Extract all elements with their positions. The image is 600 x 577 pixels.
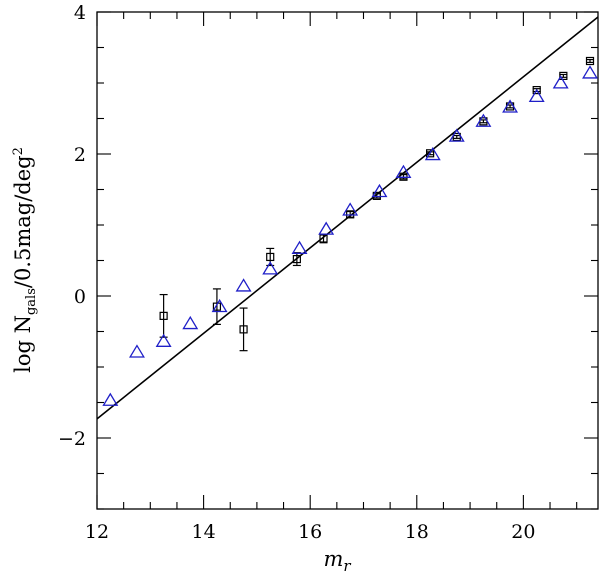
- square-marker: [559, 71, 568, 81]
- triangle-marker: [235, 278, 252, 292]
- y-axis-label-main: log N: [11, 315, 35, 373]
- y-tick-labels: −2 0 2 4: [58, 2, 86, 450]
- triangle-marker: [582, 65, 598, 79]
- x-tick-label: 12: [85, 521, 109, 543]
- triangle-marker: [129, 344, 145, 358]
- square-point: [239, 307, 248, 352]
- triangle-marker: [475, 113, 492, 127]
- x-tick-label: 14: [192, 521, 216, 543]
- square-marker: [212, 302, 222, 311]
- square-marker: [452, 132, 461, 142]
- triangle-marker: [424, 146, 441, 161]
- triangle-marker: [102, 392, 119, 406]
- square-marker: [266, 252, 275, 262]
- x-axis-label: mr: [323, 547, 351, 575]
- x-axis-label-sub: r: [343, 557, 351, 575]
- x-tick-label: 20: [511, 521, 535, 543]
- x-tick-label: 16: [298, 521, 322, 543]
- y-tick-label: 4: [74, 2, 86, 24]
- square-marker: [159, 311, 168, 320]
- triangle-marker: [262, 261, 279, 275]
- triangle-marker: [448, 128, 465, 142]
- y-axis-label-sub: gals: [24, 288, 39, 315]
- x-axis-label-main: m: [323, 547, 343, 571]
- square-marker: [319, 234, 328, 243]
- triangle-marker: [211, 298, 228, 313]
- x-tick-labels: 12 14 16 18 20: [85, 521, 536, 543]
- plot-frame: [96, 11, 599, 510]
- ticks: [96, 11, 598, 510]
- triangle-marker: [342, 202, 359, 216]
- y-axis-label: log Ngals/0.5mag/deg2: [11, 147, 39, 373]
- triangle-marker: [318, 221, 335, 235]
- triangle-marker: [395, 164, 412, 178]
- triangle-marker: [155, 333, 172, 347]
- square-marker: [585, 56, 595, 66]
- square-point: [212, 288, 222, 325]
- square-point: [159, 293, 168, 338]
- square-marker: [426, 149, 435, 158]
- x-tick-label: 18: [405, 521, 429, 543]
- y-tick-label: 0: [74, 286, 86, 308]
- y-axis-label-sup: 2: [11, 147, 26, 155]
- triangle-marker: [552, 75, 569, 89]
- triangle-marker: [528, 88, 545, 103]
- square-marker: [532, 85, 541, 95]
- square-point: [452, 132, 461, 142]
- triangle-marker: [371, 183, 388, 198]
- series-triangles: [102, 65, 598, 406]
- square-point: [292, 252, 301, 267]
- y-tick-label: −2: [58, 428, 86, 450]
- y-axis-label-tail: /0.5mag/deg: [11, 155, 35, 288]
- triangle-marker: [291, 240, 308, 254]
- square-point: [585, 56, 595, 66]
- y-tick-label: 2: [74, 144, 86, 166]
- triangle-marker: [502, 99, 519, 113]
- series-squares: [159, 56, 595, 352]
- square-marker: [292, 254, 301, 264]
- square-marker: [239, 325, 248, 334]
- triangle-marker: [182, 315, 199, 330]
